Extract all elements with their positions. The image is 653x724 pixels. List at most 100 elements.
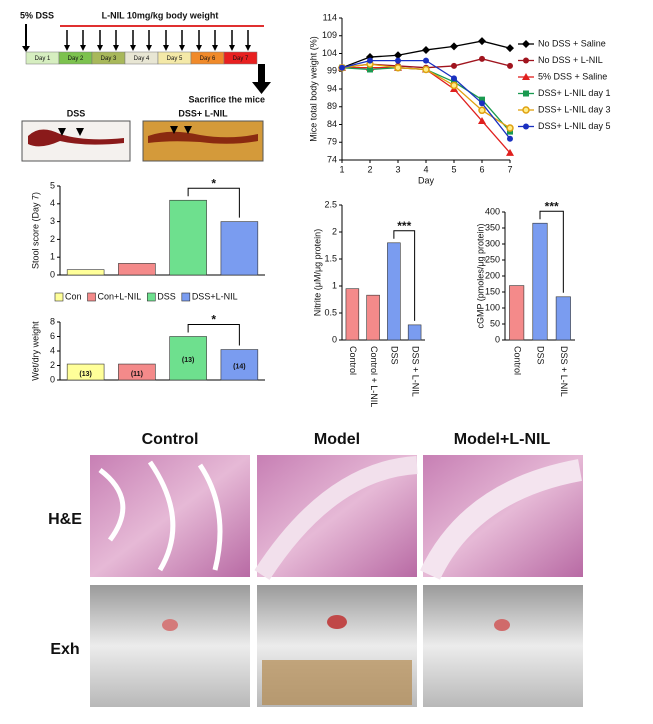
x-tick-label: 4 (423, 164, 428, 174)
significance-label: *** (545, 199, 559, 213)
y-tick-label: 250 (485, 254, 500, 264)
bar (66, 363, 105, 381)
y-axis-label: Nitrite (μM/μg protein) (312, 229, 322, 316)
category-label: DSS (536, 346, 546, 365)
marker (506, 124, 514, 132)
x-axis-label: Day (418, 175, 435, 185)
marker (479, 96, 485, 103)
legend-label: DSS (157, 291, 176, 301)
y-tick-label: 0 (50, 269, 55, 279)
series-line (341, 63, 511, 129)
y-tick-label: 79 (327, 137, 337, 147)
photo-label: DSS+ L-NIL (178, 108, 228, 118)
marker (506, 44, 514, 53)
bar (220, 349, 259, 381)
y-tick-label: 0 (50, 374, 55, 384)
arrow-head (196, 45, 202, 51)
marker (450, 42, 458, 51)
arrow-head (97, 45, 103, 51)
tissue-gaps (98, 460, 223, 572)
colon (148, 131, 258, 144)
y-tick-label: 3 (50, 216, 55, 226)
column-header: Model (314, 431, 360, 448)
legend-marker (523, 90, 529, 97)
bar (169, 336, 207, 381)
y-tick-label: 350 (485, 222, 500, 232)
legend-label: No DSS + L-NIL (538, 55, 603, 65)
y-tick-label: 4 (50, 345, 55, 355)
marker (478, 106, 486, 115)
category-label: Control (512, 346, 522, 375)
bar (366, 294, 380, 341)
legend-swatch (181, 292, 191, 302)
legend-label: DSS+ L-NIL day 1 (538, 88, 610, 98)
marker (395, 57, 401, 64)
y-tick-label: 1 (50, 252, 55, 262)
legend-label: Con (65, 291, 82, 301)
legend-label: DSS+ L-NIL day 3 (538, 104, 610, 114)
day-label: Day 6 (200, 56, 216, 62)
marker (479, 55, 485, 62)
y-tick-label: 50 (490, 318, 500, 328)
anus (162, 619, 178, 631)
y-tick-label: 150 (485, 286, 500, 296)
x-tick-label: 1 (339, 164, 344, 174)
marker (394, 63, 402, 72)
treatment-label: L-NIL 10mg/kg body weight (102, 10, 219, 20)
arrow-head (146, 45, 152, 51)
significance-bracket (393, 230, 416, 321)
legend-swatch (54, 292, 64, 302)
arrow-head (113, 45, 119, 51)
arrow-head (245, 45, 251, 51)
marker (478, 37, 486, 46)
y-axis-label: Wet/dry weight (30, 321, 40, 381)
arrow-head (252, 82, 271, 94)
tissue-gap (420, 459, 583, 580)
bedding (262, 660, 412, 705)
bar (532, 222, 548, 341)
arrow-head (163, 45, 169, 51)
y-tick-label: 109 (322, 30, 337, 40)
x-tick-label: 3 (395, 164, 400, 174)
category-label: Control (348, 346, 358, 375)
marker (478, 116, 486, 124)
exh-image (90, 585, 250, 707)
y-tick-label: 114 (323, 12, 337, 22)
arrow-head (80, 45, 86, 51)
day-label: Day 7 (233, 56, 249, 62)
arrow (258, 64, 265, 82)
marker (367, 57, 373, 64)
marker (451, 62, 457, 69)
sample-size: (11) (131, 371, 143, 378)
bar (387, 242, 401, 341)
y-tick-label: 2 (332, 226, 337, 236)
timeline: Day 1 Day 2 Day 3 Day 4 Day 5 Day 6 Day 7 (25, 30, 258, 65)
y-tick-label: 100 (485, 302, 500, 312)
significance-bracket (539, 210, 564, 293)
arrow-head (22, 46, 30, 52)
y-axis-label: cGMP (pmoles/μg protein) (475, 223, 485, 328)
legend-label: 5% DSS + Saline (538, 71, 607, 81)
column-header: Control (142, 431, 199, 448)
y-tick-label: 300 (485, 238, 500, 248)
day-label: Day 3 (101, 56, 117, 62)
significance-bracket (187, 324, 240, 346)
y-tick-label: 89 (327, 101, 337, 111)
y-tick-label: 0 (332, 334, 337, 344)
day-box (223, 51, 258, 65)
row-label: H&E (48, 511, 82, 528)
arrow-head (64, 45, 70, 51)
y-tick-label: 1.5 (324, 253, 337, 263)
y-tick-label: 84 (327, 119, 337, 129)
marker (451, 75, 457, 82)
bar (118, 363, 156, 381)
colon (28, 129, 124, 147)
marker (479, 100, 485, 107)
y-tick-label: 94 (327, 83, 337, 93)
x-tick-label: 7 (507, 164, 512, 174)
legend-label: DSS+ L-NIL day 5 (538, 121, 610, 131)
y-tick-label: 104 (322, 48, 337, 58)
photo-label: DSS (67, 108, 86, 118)
category-label: DSS + L-NIL (559, 346, 569, 397)
